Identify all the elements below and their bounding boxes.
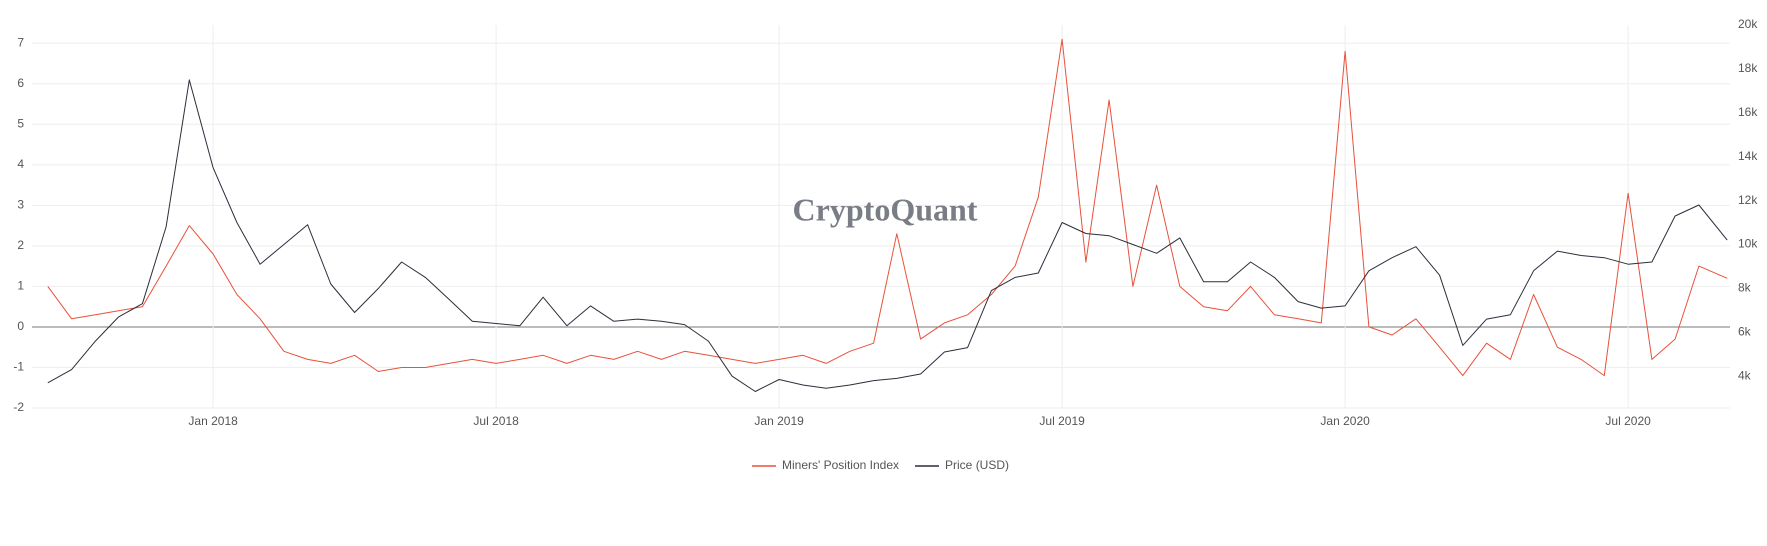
x-tick-label: Jan 2019: [754, 414, 804, 428]
x-tick-label: Jul 2018: [473, 414, 519, 428]
y-tick-label: -1: [13, 360, 24, 374]
y-tick-label: 4: [17, 157, 24, 171]
legend-label: Price (USD): [945, 458, 1009, 472]
y2-tick-label: 10k: [1738, 237, 1758, 251]
y-tick-label: 0: [17, 319, 24, 333]
x-tick-label: Jul 2019: [1039, 414, 1085, 428]
x-tick-label: Jan 2018: [188, 414, 238, 428]
y-tick-label: 3: [17, 198, 24, 212]
y2-tick-label: 14k: [1738, 149, 1758, 163]
y2-tick-label: 4k: [1738, 368, 1752, 382]
y2-tick-label: 18k: [1738, 61, 1758, 75]
y2-tick-label: 6k: [1738, 324, 1752, 338]
y-tick-label: -2: [13, 400, 24, 414]
x-tick-label: Jan 2020: [1320, 414, 1370, 428]
y-tick-label: 7: [17, 35, 24, 49]
legend-label: Miners' Position Index: [782, 458, 899, 472]
y2-tick-label: 20k: [1738, 17, 1758, 31]
y2-tick-label: 12k: [1738, 193, 1758, 207]
y-tick-label: 1: [17, 279, 24, 293]
series-line: [47, 38, 1728, 377]
y2-tick-label: 16k: [1738, 105, 1758, 119]
y-tick-label: 5: [17, 116, 24, 130]
y-tick-label: 6: [17, 76, 24, 90]
y2-tick-label: 8k: [1738, 281, 1752, 295]
grid: [32, 25, 1730, 409]
x-tick-label: Jul 2020: [1605, 414, 1651, 428]
watermark: CryptoQuant: [793, 191, 978, 227]
series-line: [47, 79, 1728, 392]
y-tick-label: 2: [17, 238, 24, 252]
